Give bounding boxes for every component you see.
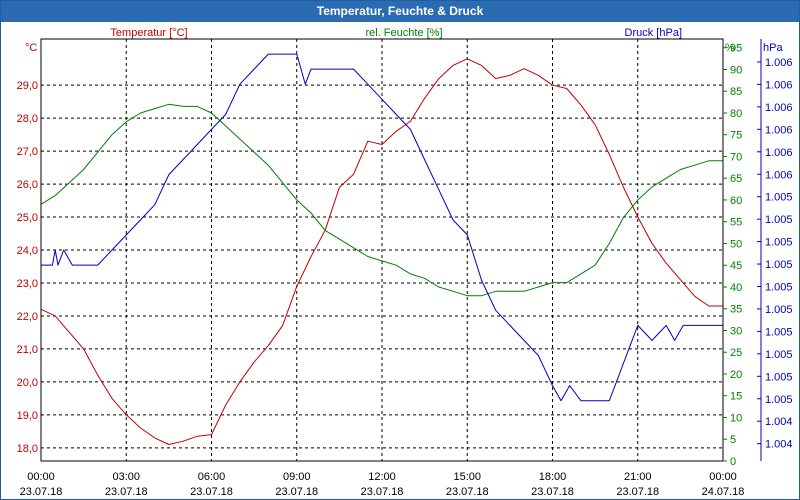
tick-label-time: 00:00 — [27, 471, 55, 483]
tick-label-right1: 65 — [730, 173, 742, 185]
series-line-1 — [40, 103, 723, 297]
axis-unit-right2: hPa — [763, 42, 783, 54]
tick-label-right1: 50 — [730, 238, 742, 250]
tick-label-right1: 60 — [730, 195, 742, 207]
tick-label-right1: 25 — [730, 347, 742, 359]
tick-label-left: 29,0 — [17, 80, 38, 92]
tick-label-right1: 35 — [730, 304, 742, 316]
axis-unit-left: °C — [25, 42, 37, 54]
tick-label-date: 23.07.18 — [531, 486, 574, 498]
tick-label-right1: 20 — [730, 369, 742, 381]
tick-label-right2: 1.006 — [765, 147, 793, 159]
tick-label-time: 12:00 — [368, 471, 396, 483]
tick-label-right1: 15 — [730, 391, 742, 403]
chart-title: Temperatur, Feuchte & Druck — [316, 4, 484, 18]
tick-label-time: 09:00 — [283, 471, 311, 483]
tick-label-right2: 1.005 — [765, 192, 793, 204]
tick-label-right2: 1.005 — [765, 394, 793, 406]
tick-label-right1: 90 — [730, 64, 742, 76]
tick-label-right2: 1.005 — [765, 282, 793, 294]
tick-label-date: 23.07.18 — [105, 486, 148, 498]
tick-label-right2: 1.005 — [765, 214, 793, 226]
series-layer — [40, 53, 723, 445]
tick-label-right2: 1.005 — [765, 371, 793, 383]
tick-label-right2: 1.005 — [765, 349, 793, 361]
tick-label-left: 26,0 — [17, 179, 38, 191]
tick-label-right2: 1.005 — [765, 304, 793, 316]
tick-label-right2: 1.004 — [765, 439, 793, 451]
tick-label-right2: 1.005 — [765, 259, 793, 271]
tick-label-left: 21,0 — [17, 344, 38, 356]
legend-pressure: Druck [hPa] — [625, 27, 682, 39]
tick-label-left: 28,0 — [17, 113, 38, 125]
tick-label-right1: 5 — [730, 434, 736, 446]
axis-unit-right1: % — [725, 42, 735, 54]
tick-label-date: 24.07.18 — [702, 486, 745, 498]
tick-label-date: 23.07.18 — [446, 486, 489, 498]
tick-label-date: 23.07.18 — [20, 486, 63, 498]
tick-label-time: 00:00 — [709, 471, 737, 483]
title-bar: Temperatur, Feuchte & Druck — [1, 1, 799, 22]
tick-label-date: 23.07.18 — [616, 486, 659, 498]
series-line-2 — [41, 53, 723, 402]
tick-label-left: 19,0 — [17, 410, 38, 422]
series-line-0 — [40, 58, 723, 445]
tick-label-left: 27,0 — [17, 146, 38, 158]
tick-label-left: 24,0 — [17, 245, 38, 257]
grid — [41, 39, 723, 461]
tick-label-right2: 1.006 — [765, 124, 793, 136]
tick-label-time: 18:00 — [539, 471, 567, 483]
tick-label-left: 23,0 — [17, 278, 38, 290]
tick-label-right1: 80 — [730, 108, 742, 120]
tick-label-date: 23.07.18 — [275, 486, 318, 498]
legend-humidity: rel. Feuchte [%] — [365, 27, 442, 39]
tick-label-right1: 95 — [730, 43, 742, 55]
tick-label-date: 23.07.18 — [190, 486, 233, 498]
tick-label-right1: 10 — [730, 412, 742, 424]
tick-label-time: 15:00 — [453, 471, 481, 483]
legend-temperature: Temperatur [°C] — [110, 27, 187, 39]
tick-label-right1: 55 — [730, 217, 742, 229]
tick-label-left: 18,0 — [17, 443, 38, 455]
tick-label-right2: 1.006 — [765, 57, 793, 69]
tick-label-right1: 75 — [730, 130, 742, 142]
tick-label-right2: 1.005 — [765, 326, 793, 338]
axes-layer — [40, 38, 762, 462]
plot-border — [40, 38, 724, 462]
tick-label-time: 03:00 — [112, 471, 140, 483]
tick-label-right1: 85 — [730, 86, 742, 98]
tick-label-left: 22,0 — [17, 311, 38, 323]
tick-label-right1: 0 — [730, 456, 736, 468]
tick-label-time: 06:00 — [198, 471, 226, 483]
tick-label-right1: 70 — [730, 151, 742, 163]
tick-label-right2: 1.004 — [765, 416, 793, 428]
labels-layer: 29,0 28,0 27,0 26,0 25,0 24,0 23,0 22,0 21,0 20,0… — [17, 27, 793, 498]
tick-label-right1: 40 — [730, 282, 742, 294]
tick-label-left: 20,0 — [17, 377, 38, 389]
tick-label-date: 23.07.18 — [361, 486, 404, 498]
tick-label-left: 25,0 — [17, 212, 38, 224]
tick-label-time: 21:00 — [624, 471, 652, 483]
tick-label-right1: 30 — [730, 325, 742, 337]
tick-label-right2: 1.006 — [765, 102, 793, 114]
tick-label-right2: 1.006 — [765, 169, 793, 181]
tick-label-right2: 1.005 — [765, 237, 793, 249]
tick-label-right1: 45 — [730, 260, 742, 272]
tick-label-right2: 1.006 — [765, 79, 793, 91]
